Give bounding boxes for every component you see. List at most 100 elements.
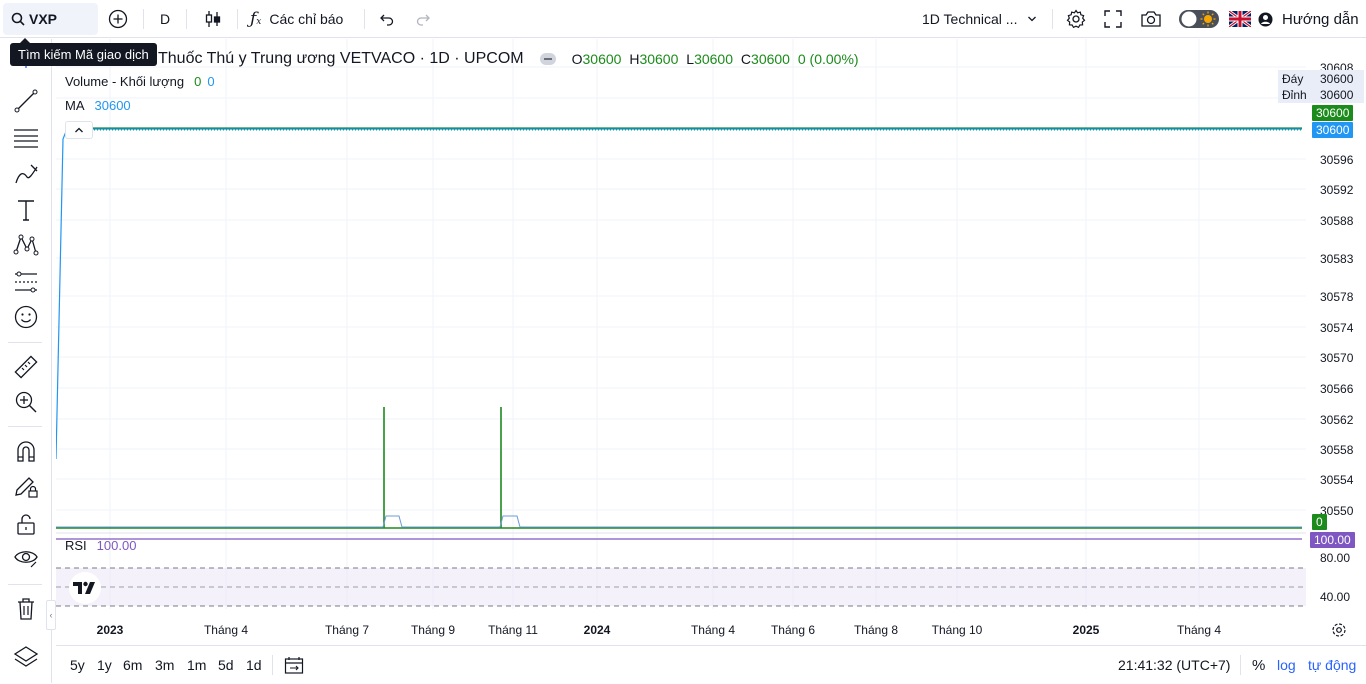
pattern-icon [13, 232, 39, 258]
zoom-in-icon [13, 389, 39, 415]
range-3m-button[interactable]: 3m [155, 657, 175, 673]
settings-button[interactable] [1065, 0, 1087, 38]
emoji-tool[interactable] [10, 301, 42, 333]
tradingview-logo[interactable] [69, 572, 101, 604]
time-label: Tháng 8 [853, 623, 899, 637]
theme-toggle[interactable] [1178, 0, 1220, 38]
calendar-range-icon [284, 656, 304, 674]
function-icon: ƒx [250, 9, 262, 29]
brush-tool[interactable] [10, 158, 42, 190]
price-label: 30583 [1320, 252, 1354, 266]
smiley-icon [13, 304, 39, 330]
help-button[interactable]: Hướng dẫn [1258, 0, 1359, 38]
chart-type-button[interactable] [203, 0, 223, 38]
range-1m-button[interactable]: 1m [187, 657, 207, 673]
layout-select[interactable]: 1D Technical ... [922, 0, 1037, 38]
range-5y-button[interactable]: 5y [70, 657, 85, 673]
time-axis[interactable]: 2023 Tháng 4 Tháng 7 Tháng 9 Tháng 11 20… [56, 614, 1306, 644]
language-button[interactable] [1229, 0, 1251, 38]
range-5d-button[interactable]: 5d [218, 657, 234, 673]
chevron-up-icon [74, 126, 84, 134]
auto-scale-button[interactable]: tự động [1308, 657, 1357, 673]
price-scale[interactable]: 30608 30596 30592 30588 30583 30578 3057… [1278, 39, 1366, 609]
time-label: Tháng 4 [1176, 623, 1222, 637]
range-1y-button[interactable]: 1y [97, 657, 112, 673]
range-6m-button[interactable]: 6m [123, 657, 143, 673]
object-tree-tool[interactable] [10, 641, 42, 673]
log-scale-button[interactable]: log [1277, 657, 1296, 673]
high-value: 30600 [1320, 88, 1354, 102]
pattern-tool[interactable] [10, 229, 42, 261]
eye-icon [13, 545, 39, 571]
high-label: Đỉnh [1282, 88, 1307, 102]
top-toolbar: VXP D ƒx Các chỉ báo 1D Technical ... [0, 0, 1366, 38]
hide-drawings-tool[interactable] [10, 542, 42, 574]
price-label: 30574 [1320, 321, 1354, 335]
candles-icon [203, 9, 223, 29]
time-label: Tháng 7 [324, 623, 370, 637]
fullscreen-button[interactable] [1103, 0, 1123, 38]
redo-button[interactable] [415, 0, 433, 38]
price-label: 30566 [1320, 382, 1354, 396]
price-label: 30588 [1320, 214, 1354, 228]
timezone-clock[interactable]: 21:41:32 (UTC+7) [1118, 657, 1231, 673]
trend-line-tool[interactable] [10, 85, 42, 117]
price-label: 30558 [1320, 443, 1354, 457]
price-label: 30554 [1320, 473, 1354, 487]
chart-canvas[interactable] [56, 39, 1306, 609]
camera-icon [1140, 9, 1162, 29]
volume-legend[interactable]: Volume - Khối lượng 0 0 [65, 74, 215, 89]
screenshot-button[interactable] [1140, 0, 1162, 38]
toolbar-divider [1240, 655, 1241, 675]
user-icon [1258, 12, 1273, 27]
measure-tool[interactable] [10, 351, 42, 383]
time-label: 2024 [583, 623, 611, 637]
indicators-button[interactable]: ƒx Các chỉ báo [250, 0, 343, 38]
forecast-tool[interactable] [10, 266, 42, 298]
toolbar-divider [8, 342, 42, 343]
toolbar-divider [8, 584, 42, 585]
symbol-search-button[interactable]: VXP [3, 3, 98, 35]
toolbar-divider [1052, 9, 1053, 29]
price-label: 30550 [1320, 504, 1354, 518]
symbol-search-tooltip: Tìm kiếm Mã giao dịch [10, 38, 157, 66]
bottom-toolbar: 5y 1y 6m 3m 1m 5d 1d 21:41:32 (UTC+7) % … [56, 645, 1366, 683]
toolbar-divider [364, 9, 365, 29]
ma-legend[interactable]: MA 30600 [65, 98, 131, 113]
legend-toggle-icon[interactable] [539, 53, 556, 65]
main-legend: Thuốc Thú y Trung ương VETVACO · 1D · UP… [158, 50, 859, 68]
undo-icon [377, 10, 395, 28]
collapse-toolbar-button[interactable]: ‹ [46, 600, 56, 630]
compare-add-button[interactable] [108, 0, 128, 38]
magnet-tool[interactable] [10, 436, 42, 468]
chart-pane[interactable]: Thuốc Thú y Trung ương VETVACO · 1D · UP… [56, 39, 1306, 609]
time-label: 2023 [96, 623, 124, 637]
forecast-icon [13, 269, 39, 295]
close-value: 30600 [751, 51, 790, 67]
ohlc-values: O30600 H30600 L30600 C30600 0 (0.00%) [572, 51, 859, 67]
undo-button[interactable] [377, 0, 395, 38]
trend-line-icon [13, 88, 39, 114]
lock-all-tool[interactable] [10, 508, 42, 540]
rsi-legend[interactable]: RSI 100.00 [65, 538, 136, 553]
symbol-description[interactable]: Thuốc Thú y Trung ương VETVACO · 1D · UP… [158, 50, 524, 67]
text-tool[interactable] [10, 194, 42, 226]
rsi-tag: 100.00 [1310, 532, 1355, 548]
toolbar-divider [186, 9, 187, 29]
close-label: C [740, 51, 752, 67]
fib-retracement-tool[interactable] [10, 122, 42, 154]
collapse-legend-button[interactable] [65, 121, 93, 139]
price-label: 30596 [1320, 153, 1354, 167]
go-to-date-button[interactable] [284, 646, 304, 684]
interval-button[interactable]: D [160, 11, 171, 27]
lock-drawings-tool[interactable] [10, 471, 42, 503]
percent-scale-button[interactable]: % [1252, 656, 1266, 674]
zoom-in-tool[interactable] [10, 386, 42, 418]
rsi-scale-label: 40.00 [1320, 590, 1351, 604]
indicators-label: Các chỉ báo [269, 11, 344, 27]
chart-settings-button[interactable] [1331, 622, 1347, 638]
remove-drawings-tool[interactable] [10, 593, 42, 625]
toolbar-divider [8, 426, 42, 427]
range-1d-button[interactable]: 1d [246, 657, 262, 673]
unlock-icon [13, 511, 39, 537]
